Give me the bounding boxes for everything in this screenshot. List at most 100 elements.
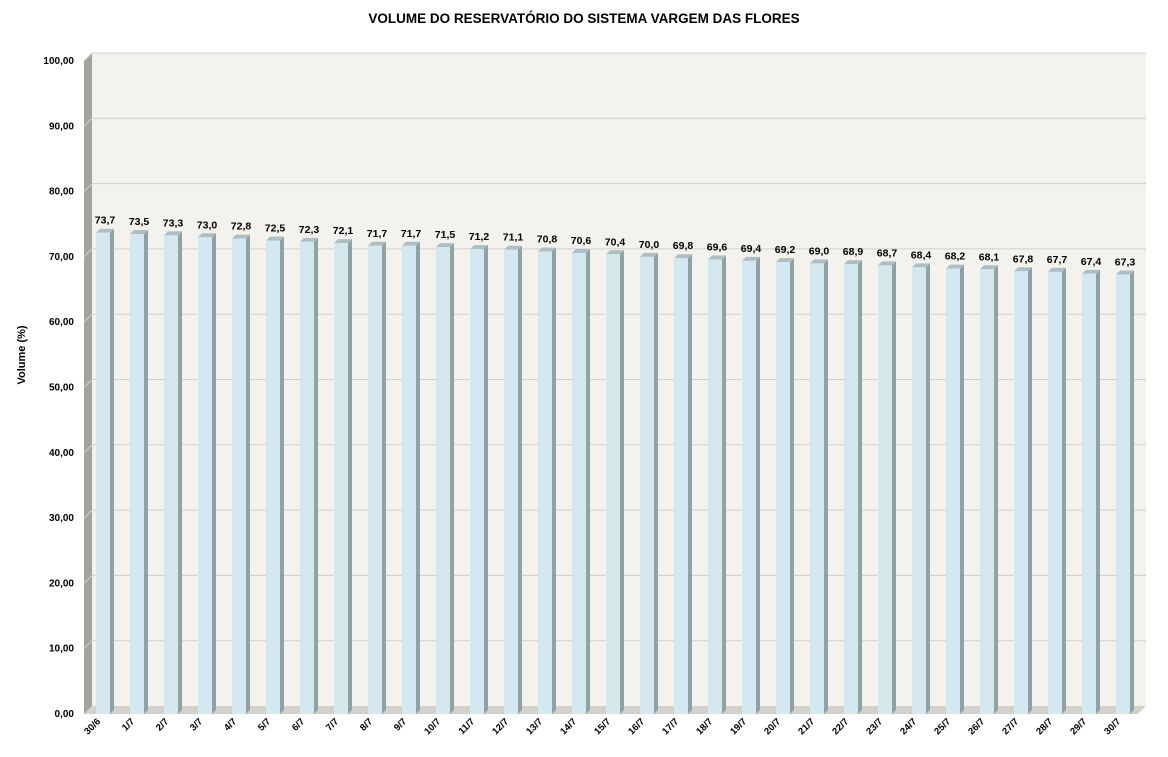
bar-top [164, 231, 182, 236]
bar-top [266, 236, 284, 241]
x-tick-label: 19/7 [728, 716, 749, 737]
data-label: 73,5 [129, 216, 150, 228]
bar [96, 228, 114, 714]
bar [334, 239, 352, 714]
bar-front [946, 268, 960, 714]
y-tick-label: 80,00 [49, 187, 74, 198]
x-tick-label: 24/7 [898, 716, 919, 737]
bar [470, 245, 488, 714]
y-tick-label: 100,00 [43, 56, 74, 67]
y-tick-label: 40,00 [49, 448, 74, 459]
x-tick-label: 3/7 [188, 716, 205, 733]
data-label: 71,2 [469, 231, 490, 243]
x-tick-label: 22/7 [830, 716, 851, 737]
data-label: 72,8 [231, 221, 252, 233]
data-label: 69,0 [809, 245, 830, 257]
bar-front [1014, 271, 1028, 714]
bar [402, 241, 420, 714]
bar-side [620, 250, 624, 714]
bar-front [1116, 274, 1130, 714]
gridline-side [83, 575, 93, 584]
x-tick-label: 7/7 [324, 716, 341, 733]
x-tick-label: 1/7 [120, 716, 137, 733]
bar-side [178, 231, 182, 714]
bar-side [348, 239, 352, 714]
bar-side [484, 245, 488, 714]
bar-top [844, 260, 862, 265]
bar-front [606, 254, 620, 714]
bar [674, 254, 692, 714]
y-tick-label: 20,00 [49, 578, 74, 589]
data-label: 70,0 [639, 239, 660, 251]
bar-side [1028, 267, 1032, 714]
x-tick-label: 8/7 [358, 716, 375, 733]
x-axis-tick-labels: 30/6 1/7 2/7 3/7 4/7 5/7 6/7 7/7 8/7 9/7 10/7 11/7 1… [82, 716, 1123, 737]
bar-top [640, 252, 658, 257]
bar-top [980, 265, 998, 270]
x-tick-label: 5/7 [256, 716, 273, 733]
data-label: 67,4 [1081, 256, 1102, 268]
bar-front [232, 238, 246, 714]
gridline-side [83, 248, 93, 258]
y-tick-label: 70,00 [49, 252, 74, 263]
bar-side [892, 261, 896, 714]
bar-side [280, 236, 284, 714]
x-tick-label: 2/7 [154, 716, 171, 733]
data-label: 72,3 [299, 224, 320, 236]
data-label: 67,3 [1115, 257, 1136, 269]
bar-top [810, 259, 828, 264]
bar-top [1048, 267, 1066, 272]
bar [946, 264, 964, 714]
data-label: 71,7 [367, 228, 388, 240]
bar-top [538, 247, 556, 252]
y-tick-label: 90,00 [49, 121, 74, 132]
x-tick-label: 28/7 [1034, 716, 1055, 737]
bar [164, 231, 182, 714]
bar-side [586, 248, 590, 714]
data-label: 71,5 [435, 229, 456, 241]
bar-side [654, 252, 658, 714]
bar-front [776, 262, 790, 714]
bar-top [368, 241, 386, 246]
data-label: 69,8 [673, 240, 694, 252]
bar-side [552, 247, 556, 714]
bar-front [1048, 271, 1062, 714]
bar-front [198, 237, 212, 714]
data-label: 68,7 [877, 247, 898, 259]
bar [1014, 267, 1032, 714]
bar-top [402, 241, 420, 246]
x-tick-label: 13/7 [524, 716, 545, 737]
gridline-side [83, 444, 93, 454]
x-tick-label: 18/7 [694, 716, 715, 737]
bar-top [130, 230, 148, 235]
data-label: 71,1 [503, 232, 524, 244]
chart-title: VOLUME DO RESERVATÓRIO DO SISTEMA VARGEM… [368, 11, 800, 26]
data-label: 72,1 [333, 225, 354, 237]
data-label: 68,1 [979, 251, 1000, 263]
bar-front [708, 259, 722, 714]
gridline-side [83, 379, 93, 388]
bar-top [572, 248, 590, 253]
bar-top [606, 250, 624, 255]
x-tick-label: 29/7 [1068, 716, 1089, 737]
bar [130, 230, 148, 715]
y-tick-label: 10,00 [49, 644, 74, 655]
bar-top [96, 228, 114, 233]
data-label: 70,8 [537, 234, 558, 246]
bar [436, 243, 454, 715]
bars [96, 228, 1134, 715]
data-label: 69,6 [707, 242, 728, 254]
bar-top [1014, 267, 1032, 272]
y-tick-label: 0,00 [55, 709, 75, 720]
bar-side [1096, 269, 1100, 714]
bar-top [334, 239, 352, 244]
x-tick-label: 4/7 [222, 716, 239, 733]
bar-side [926, 263, 930, 714]
bar-top [878, 261, 896, 266]
gridline-side [83, 313, 93, 323]
bar-front [538, 251, 552, 714]
gridline-side [83, 509, 93, 519]
x-tick-label: 30/6 [82, 716, 103, 737]
bar-side [824, 259, 828, 714]
bar-front [912, 267, 926, 714]
